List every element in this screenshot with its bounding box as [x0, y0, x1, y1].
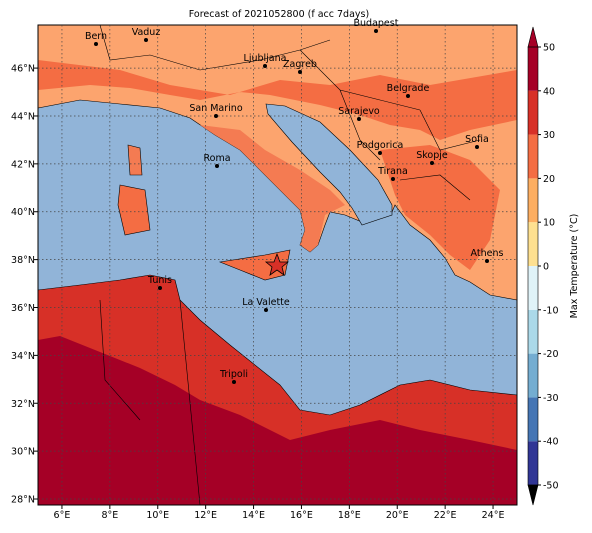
colorbar-band	[528, 90, 538, 135]
city-label: Belgrade	[387, 83, 430, 94]
city-label: Podgorica	[357, 140, 404, 151]
balkans-red	[380, 145, 500, 270]
city-label: Ljubljana	[244, 53, 287, 64]
colorbar-band	[528, 222, 538, 266]
colorbar-label: Max Temperature (°C)	[569, 214, 580, 319]
colorbar-band	[528, 266, 538, 310]
y-tick-label: 42°N	[11, 159, 35, 170]
city-dot	[264, 308, 268, 312]
city-label: Budapest	[354, 18, 399, 29]
map	[37, 24, 518, 506]
y-tick-label: 30°N	[11, 447, 35, 458]
city-dot	[406, 94, 410, 98]
colorbar-tick-label: -30	[543, 393, 559, 404]
colorbar-tick-label: -50	[543, 481, 559, 492]
city-dot	[357, 117, 361, 121]
y-tick-label: 40°N	[11, 207, 35, 218]
city-dot	[475, 145, 479, 149]
colorbar-tick-label: -10	[543, 305, 559, 316]
x-tick-label: 10°E	[146, 510, 169, 521]
city-dot	[94, 42, 98, 46]
colorbar-band	[528, 309, 538, 354]
y-tick-label: 38°N	[11, 255, 35, 266]
city-dot	[263, 64, 267, 68]
colorbar-tick-label: 0	[543, 262, 549, 273]
colorbar-tick-label: 50	[543, 43, 555, 54]
city-label: Vaduz	[132, 27, 161, 38]
y-tick-label: 34°N	[11, 351, 35, 362]
city-dot	[391, 177, 395, 181]
colorbar-band	[528, 178, 538, 223]
colorbar-band	[528, 47, 538, 91]
city-dot	[144, 38, 148, 42]
colorbar-tick-label: 10	[543, 218, 555, 229]
city-dot	[214, 114, 218, 118]
colorbar-tick-label: 20	[543, 174, 555, 185]
city-label: Sarajevo	[338, 106, 380, 117]
city-dot	[158, 286, 162, 290]
x-tick-label: 6°E	[54, 510, 71, 521]
corsica	[127, 144, 143, 176]
x-tick-label: 14°E	[242, 510, 265, 521]
x-tick-label: 8°E	[101, 510, 118, 521]
y-tick-label: 32°N	[11, 399, 35, 410]
title: Forecast of 2021052800 (f acc 7days)	[189, 9, 369, 20]
city-dot	[430, 161, 434, 165]
city-dot	[378, 151, 382, 155]
colorbar-extend-top	[527, 26, 539, 48]
x-tick-label: 22°E	[434, 510, 457, 521]
city-label: Athens	[471, 248, 504, 259]
city-label: La Valette	[242, 297, 290, 308]
city-label: Zagreb	[283, 59, 317, 70]
colorbar-band	[528, 441, 538, 485]
city-dot	[232, 380, 236, 384]
x-tick-label: 20°E	[386, 510, 409, 521]
colorbar-tick-label: -20	[543, 349, 559, 360]
star-marker	[264, 252, 290, 276]
italy	[200, 125, 345, 252]
adriatic	[265, 103, 393, 226]
city-label: Tirana	[377, 166, 408, 177]
borders	[99, 24, 481, 506]
land-red-patches	[38, 60, 517, 140]
x-tick-label: 18°E	[338, 510, 361, 521]
colorbar-band	[528, 353, 538, 398]
city-label: Roma	[203, 153, 230, 164]
y-tick-label: 36°N	[11, 303, 35, 314]
city-label: Skopje	[416, 150, 448, 161]
colorbar-band	[528, 397, 538, 442]
sardinia	[117, 184, 151, 236]
city-label: San Marino	[189, 103, 242, 114]
colorbar-band	[528, 134, 538, 179]
frame	[37, 24, 518, 506]
city-label: Sofia	[465, 134, 489, 145]
colorbar-tick-label: 40	[543, 86, 555, 97]
y-tick-label: 46°N	[11, 64, 35, 75]
city-label: Bern	[85, 31, 107, 42]
city-dot	[374, 29, 378, 33]
colorbar-tick-label: 30	[543, 130, 555, 141]
x-tick-label: 24°E	[482, 510, 505, 521]
y-tick-label: 44°N	[11, 111, 35, 122]
city-label: Tunis	[147, 275, 172, 286]
colorbar-extend-bottom	[527, 484, 539, 506]
x-tick-label: 12°E	[194, 510, 217, 521]
x-tick-label: 16°E	[290, 510, 313, 521]
colorbar-tick-label: -40	[543, 437, 559, 448]
city-dot	[215, 164, 219, 168]
city-dot	[298, 70, 302, 74]
city-dot	[485, 259, 489, 263]
y-tick-label: 28°N	[11, 495, 35, 506]
city-label: Tripoli	[219, 369, 248, 380]
